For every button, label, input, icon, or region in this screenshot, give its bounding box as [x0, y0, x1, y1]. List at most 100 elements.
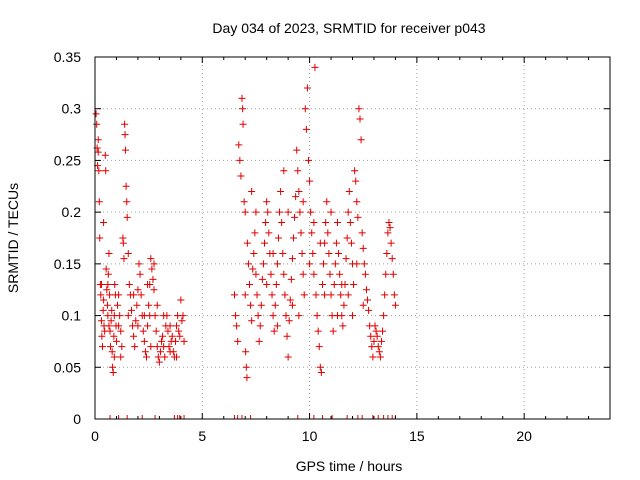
data-point — [353, 260, 361, 268]
data-point — [264, 208, 272, 216]
data-point — [273, 322, 281, 330]
data-point — [241, 208, 249, 216]
data-point — [390, 291, 398, 299]
data-point — [263, 281, 271, 289]
data-point — [96, 234, 104, 242]
data-point — [297, 229, 305, 237]
y-tick-label: 0.2 — [62, 204, 82, 220]
data-point — [284, 208, 292, 216]
x-tick-label: 20 — [516, 428, 532, 444]
data-point — [354, 213, 362, 221]
data-point — [387, 239, 395, 247]
data-point — [243, 239, 251, 247]
plot-frame — [94, 56, 611, 420]
data-point — [305, 156, 313, 164]
data-point — [373, 332, 381, 340]
data-point — [105, 250, 113, 258]
data-point — [376, 353, 384, 361]
data-point — [307, 208, 315, 216]
data-point — [316, 363, 324, 371]
data-point — [339, 322, 347, 330]
data-point — [115, 322, 123, 330]
data-point — [285, 317, 293, 325]
data-point — [239, 120, 247, 128]
data-point — [269, 312, 277, 320]
data-point — [130, 291, 138, 299]
data-point — [230, 291, 238, 299]
grid-lines — [95, 57, 610, 419]
data-point — [147, 343, 155, 351]
data-point — [147, 255, 155, 263]
data-point — [311, 63, 319, 71]
data-point — [292, 193, 300, 201]
data-point — [288, 301, 296, 309]
x-tick-labels: 0 5 10 15 20 — [91, 428, 532, 444]
data-point — [115, 291, 123, 299]
data-point — [173, 353, 181, 361]
data-point — [295, 187, 303, 195]
data-point — [364, 296, 372, 304]
data-point — [284, 353, 292, 361]
data-point — [271, 301, 279, 309]
y-tick-label: 0.3 — [62, 101, 82, 117]
data-point — [149, 275, 157, 283]
data-point — [148, 265, 156, 273]
data-point — [338, 281, 346, 289]
data-point — [168, 332, 176, 340]
data-point — [135, 260, 143, 268]
data-point — [109, 368, 117, 376]
data-point — [255, 337, 263, 345]
y-tick-label: 0.25 — [54, 152, 81, 168]
data-point — [117, 327, 125, 335]
data-point — [289, 234, 297, 242]
data-point — [122, 182, 130, 190]
data-point — [344, 291, 352, 299]
data-point — [154, 353, 162, 361]
data-point — [105, 322, 113, 330]
data-point — [165, 343, 173, 351]
data-point — [150, 260, 158, 268]
data-point — [125, 281, 133, 289]
data-point — [118, 343, 126, 351]
data-point — [365, 306, 373, 314]
data-point — [156, 348, 164, 356]
data-points — [92, 63, 399, 419]
x-tick-label: 15 — [409, 428, 425, 444]
data-point — [380, 312, 388, 320]
data-point — [286, 296, 294, 304]
data-point — [98, 332, 106, 340]
data-point — [116, 312, 124, 320]
data-point — [316, 239, 324, 247]
data-point — [318, 281, 326, 289]
data-point — [280, 167, 288, 175]
data-point — [134, 286, 142, 294]
data-point — [144, 322, 152, 330]
data-point — [326, 270, 334, 278]
data-point — [177, 296, 185, 304]
data-point — [99, 306, 107, 314]
data-point — [238, 94, 246, 102]
data-point — [239, 105, 247, 113]
data-point — [327, 291, 335, 299]
data-point — [119, 239, 127, 247]
data-point — [335, 250, 343, 258]
y-tick-labels: 0 0.05 0.1 0.15 0.2 0.25 0.3 0.35 — [54, 49, 81, 427]
data-point — [134, 322, 142, 330]
data-point — [361, 270, 369, 278]
data-point — [180, 337, 188, 345]
data-point — [331, 260, 339, 268]
data-point — [294, 167, 302, 175]
data-point — [153, 343, 161, 351]
chart-title: Day 034 of 2023, SRMTID for receiver p04… — [212, 20, 485, 36]
data-point — [241, 291, 249, 299]
data-point — [309, 250, 317, 258]
data-point — [94, 136, 102, 144]
data-point — [344, 208, 352, 216]
data-point — [283, 332, 291, 340]
data-point — [240, 198, 248, 206]
data-point — [252, 270, 260, 278]
data-point — [278, 218, 286, 226]
data-point — [388, 255, 396, 263]
data-point — [324, 229, 332, 237]
data-point — [268, 291, 276, 299]
